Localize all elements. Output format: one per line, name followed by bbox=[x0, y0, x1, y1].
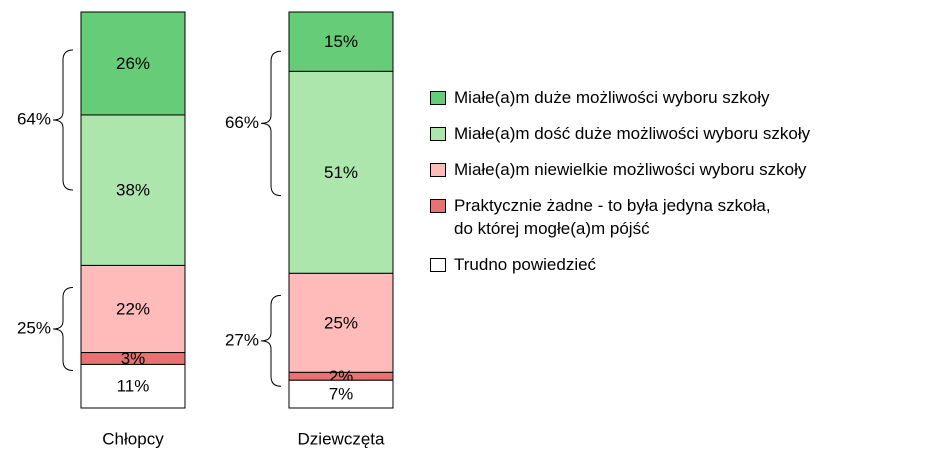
value-label: 3% bbox=[121, 349, 146, 368]
legend-item: Miałe(a)m duże możliwości wyboru szkoły bbox=[430, 86, 810, 109]
value-label: 15% bbox=[324, 32, 358, 51]
bar-segment bbox=[288, 70, 394, 274]
bracket bbox=[52, 286, 74, 371]
category-label: Dziewczęta bbox=[298, 429, 385, 448]
legend-label: Miałe(a)m dość duże możliwości wyboru sz… bbox=[454, 124, 811, 143]
legend-item: Miałe(a)m dość duże możliwości wyboru sz… bbox=[430, 122, 810, 145]
value-label: 26% bbox=[116, 54, 150, 73]
legend-item: Miałe(a)m niewielkie możliwości wyboru s… bbox=[430, 158, 810, 181]
bar-segment bbox=[80, 363, 186, 409]
value-label: 38% bbox=[116, 181, 150, 200]
bracket bbox=[260, 294, 282, 387]
legend-label: Miałe(a)m duże możliwości wyboru szkoły bbox=[454, 88, 770, 107]
legend-label: Trudno powiedzieć bbox=[454, 255, 597, 274]
legend: Miałe(a)m duże możliwości wyboru szkoły M… bbox=[430, 86, 810, 289]
value-label: 25% bbox=[324, 313, 358, 332]
bar-segment bbox=[80, 11, 186, 116]
category-label: Chłopcy bbox=[102, 429, 164, 448]
bar-segment bbox=[288, 379, 394, 409]
legend-swatch bbox=[430, 163, 446, 177]
legend-swatch bbox=[430, 91, 446, 105]
legend-label: Praktycznie żadne - to była jedyna szkoł… bbox=[454, 196, 771, 238]
bracket bbox=[260, 50, 282, 197]
legend-item: Praktycznie żadne - to była jedyna szkoł… bbox=[430, 194, 810, 240]
legend-swatch bbox=[430, 258, 446, 272]
bracket-label: 27% bbox=[225, 330, 259, 349]
bar-segment bbox=[80, 264, 186, 354]
value-label: 22% bbox=[116, 299, 150, 318]
bracket-label: 66% bbox=[225, 113, 259, 132]
bracket-label: 64% bbox=[17, 110, 51, 129]
legend-label: Miałe(a)m niewielkie możliwości wyboru s… bbox=[454, 160, 807, 179]
legend-swatch bbox=[430, 199, 446, 213]
bracket bbox=[52, 49, 74, 191]
value-label: 11% bbox=[117, 377, 150, 396]
bracket-label: 25% bbox=[17, 318, 51, 337]
legend-swatch bbox=[430, 127, 446, 141]
value-label: 7% bbox=[329, 385, 354, 404]
bar-segment bbox=[288, 11, 394, 72]
legend-item: Trudno powiedzieć bbox=[430, 253, 810, 276]
value-label: 51% bbox=[324, 163, 358, 182]
